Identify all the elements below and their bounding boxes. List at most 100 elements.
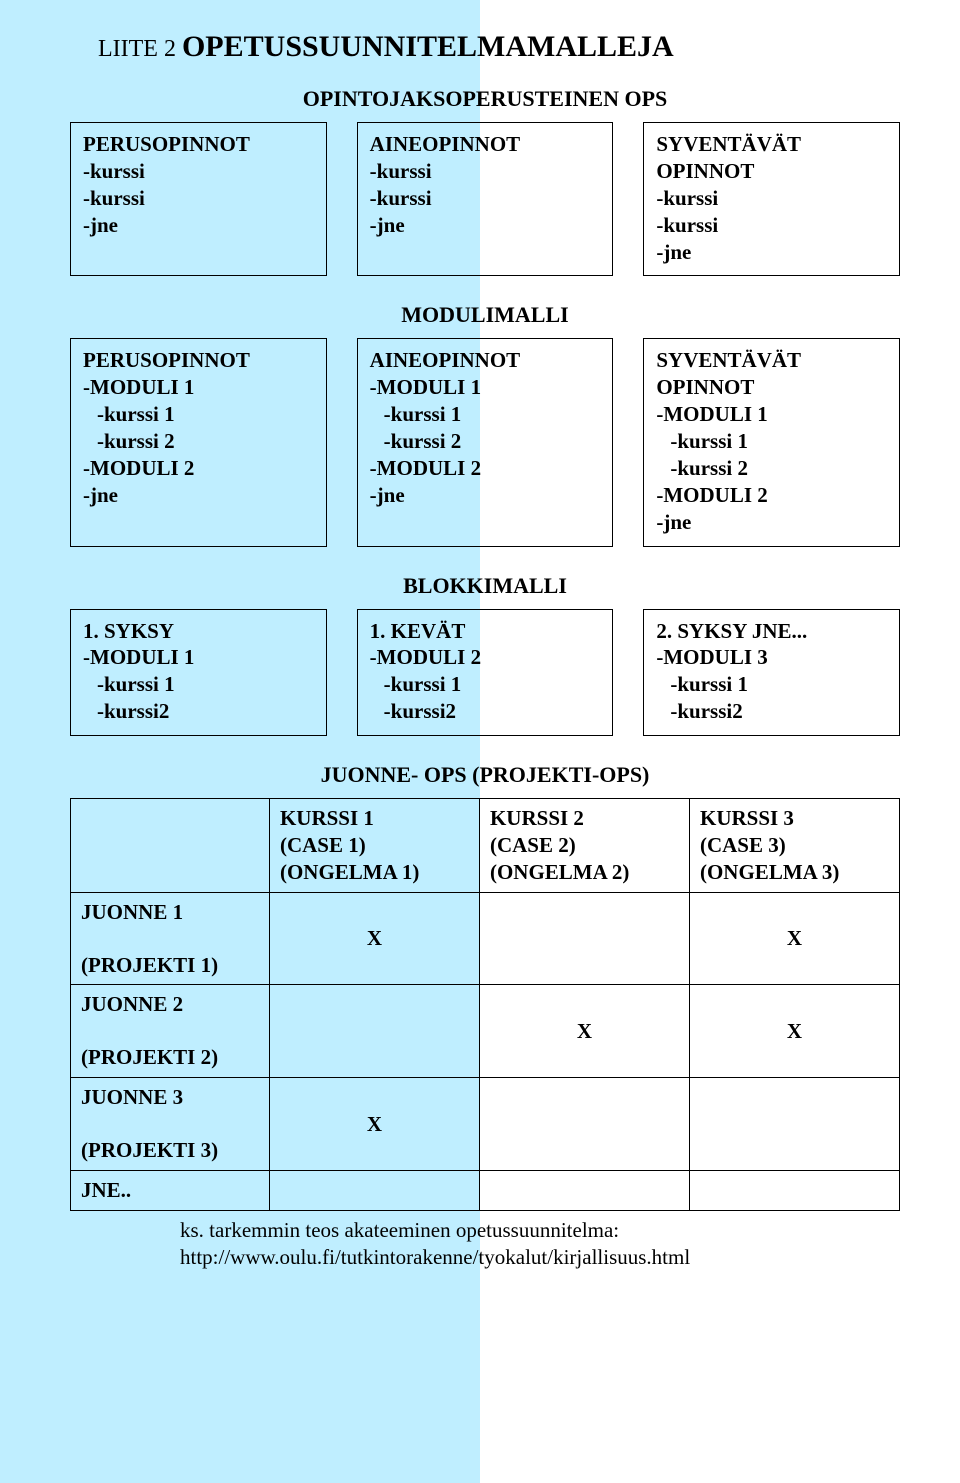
line: -jne (83, 212, 314, 239)
line: -kurssi 1 (97, 671, 314, 698)
cell (269, 1170, 479, 1210)
row-label-juonne3: JUONNE 3 (PROJEKTI 3) (71, 1078, 270, 1171)
line: -kurssi (656, 212, 887, 239)
cell: X (689, 985, 899, 1078)
line: -kurssi 2 (97, 428, 314, 455)
moduli-row: PERUSOPINNOT -MODULI 1 -kurssi 1 -kurssi… (70, 338, 900, 546)
line: -MODULI 2 (656, 482, 887, 509)
table-row: JNE.. (71, 1170, 900, 1210)
juonne-table: KURSSI 1 (CASE 1) (ONGELMA 1) KURSSI 2 (… (70, 798, 900, 1211)
footer-note: ks. tarkemmin teos akateeminen opetussuu… (180, 1217, 900, 1272)
table-row: JUONNE 3 (PROJEKTI 3) X (71, 1078, 900, 1171)
row-label-juonne1: JUONNE 1 (PROJEKTI 1) (71, 892, 270, 985)
cell (689, 1170, 899, 1210)
heading-juonne: JUONNE- OPS (PROJEKTI-OPS) (70, 762, 900, 788)
line: (ONGELMA 1) (280, 859, 469, 886)
table-row: JUONNE 2 (PROJEKTI 2) X X (71, 985, 900, 1078)
moduli-col-syventavat: SYVENTÄVÄT OPINNOT -MODULI 1 -kurssi 1 -… (643, 338, 900, 546)
line: -jne (370, 482, 601, 509)
line: -MODULI 2 (83, 455, 314, 482)
ops-col-syventavat: SYVENTÄVÄT OPINNOT -kurssi -kurssi -jne (643, 122, 900, 276)
line: -kurssi 2 (670, 455, 887, 482)
col-header: 1. SYKSY (83, 618, 314, 645)
line: -kurssi2 (384, 698, 601, 725)
line: -kurssi (370, 158, 601, 185)
line: (ONGELMA 2) (490, 859, 679, 886)
heading-moduli: MODULIMALLI (70, 302, 900, 328)
heading-ops: OPINTOJAKSOPERUSTEINEN OPS (70, 86, 900, 112)
col-header: AINEOPINNOT (370, 131, 601, 158)
cell (269, 985, 479, 1078)
line: -kurssi2 (97, 698, 314, 725)
line: KURSSI 1 (280, 805, 469, 832)
line: (ONGELMA 3) (700, 859, 889, 886)
footer-line-1: ks. tarkemmin teos akateeminen opetussuu… (180, 1217, 900, 1244)
table-header-kurssi1: KURSSI 1 (CASE 1) (ONGELMA 1) (269, 799, 479, 893)
row-label-juonne2: JUONNE 2 (PROJEKTI 2) (71, 985, 270, 1078)
line: -kurssi (83, 158, 314, 185)
line: JUONNE 1 (81, 899, 259, 926)
cell (689, 1078, 899, 1171)
line: -jne (370, 212, 601, 239)
table-header-kurssi2: KURSSI 2 (CASE 2) (ONGELMA 2) (479, 799, 689, 893)
col-header: 2. SYKSY JNE... (656, 618, 887, 645)
table-header-empty (71, 799, 270, 893)
cell: X (479, 985, 689, 1078)
line: -MODULI 1 (370, 374, 601, 401)
heading-blokki: BLOKKIMALLI (70, 573, 900, 599)
line: -jne (83, 482, 314, 509)
page-title: LIITE 2 OPETUSSUUNNITELMAMALLEJA (98, 30, 900, 64)
cell: X (689, 892, 899, 985)
line: -kurssi (370, 185, 601, 212)
line: -MODULI 1 (656, 401, 887, 428)
line: -MODULI 2 (370, 644, 601, 671)
line: -kurssi 2 (384, 428, 601, 455)
line: -jne (656, 239, 887, 266)
title-prefix: LIITE 2 (98, 36, 182, 62)
ops-col-aineopinnot: AINEOPINNOT -kurssi -kurssi -jne (357, 122, 614, 276)
ops-row: PERUSOPINNOT -kurssi -kurssi -jne AINEOP… (70, 122, 900, 276)
cell (479, 892, 689, 985)
moduli-col-aineopinnot: AINEOPINNOT -MODULI 1 -kurssi 1 -kurssi … (357, 338, 614, 546)
col-header: AINEOPINNOT (370, 347, 601, 374)
line: -kurssi (656, 185, 887, 212)
line: KURSSI 2 (490, 805, 679, 832)
line: -kurssi 1 (670, 671, 887, 698)
title-main: OPETUSSUUNNITELMAMALLEJA (182, 30, 674, 63)
blokki-row: 1. SYKSY -MODULI 1 -kurssi 1 -kurssi2 1.… (70, 609, 900, 737)
line: -kurssi 1 (384, 671, 601, 698)
table-header-row: KURSSI 1 (CASE 1) (ONGELMA 1) KURSSI 2 (… (71, 799, 900, 893)
line: (PROJEKTI 1) (81, 952, 259, 979)
blokki-col-kevat1: 1. KEVÄT -MODULI 2 -kurssi 1 -kurssi2 (357, 609, 614, 737)
line: -MODULI 3 (656, 644, 887, 671)
cell: X (269, 1078, 479, 1171)
table-row: JUONNE 1 (PROJEKTI 1) X X (71, 892, 900, 985)
moduli-col-perusopinnot: PERUSOPINNOT -MODULI 1 -kurssi 1 -kurssi… (70, 338, 327, 546)
line: -kurssi 1 (384, 401, 601, 428)
col-header: 1. KEVÄT (370, 618, 601, 645)
line: (PROJEKTI 3) (81, 1137, 259, 1164)
line: KURSSI 3 (700, 805, 889, 832)
cell: X (269, 892, 479, 985)
table-header-kurssi3: KURSSI 3 (CASE 3) (ONGELMA 3) (689, 799, 899, 893)
col-header: PERUSOPINNOT (83, 131, 314, 158)
page-content: LIITE 2 OPETUSSUUNNITELMAMALLEJA OPINTOJ… (0, 0, 960, 1291)
line: (PROJEKTI 2) (81, 1044, 259, 1071)
footer-line-2: http://www.oulu.fi/tutkintorakenne/tyoka… (180, 1244, 900, 1271)
line: -kurssi (83, 185, 314, 212)
line: (CASE 3) (700, 832, 889, 859)
ops-col-perusopinnot: PERUSOPINNOT -kurssi -kurssi -jne (70, 122, 327, 276)
line: -kurssi 1 (670, 428, 887, 455)
blokki-col-syksy1: 1. SYKSY -MODULI 1 -kurssi 1 -kurssi2 (70, 609, 327, 737)
line: -jne (656, 509, 887, 536)
line: JNE.. (81, 1177, 259, 1204)
cell (479, 1078, 689, 1171)
line: -MODULI 1 (83, 374, 314, 401)
line: (CASE 1) (280, 832, 469, 859)
line: JUONNE 2 (81, 991, 259, 1018)
line: -kurssi 1 (97, 401, 314, 428)
col-header: SYVENTÄVÄT OPINNOT (656, 131, 887, 185)
line: JUONNE 3 (81, 1084, 259, 1111)
line: -MODULI 2 (370, 455, 601, 482)
col-header: PERUSOPINNOT (83, 347, 314, 374)
